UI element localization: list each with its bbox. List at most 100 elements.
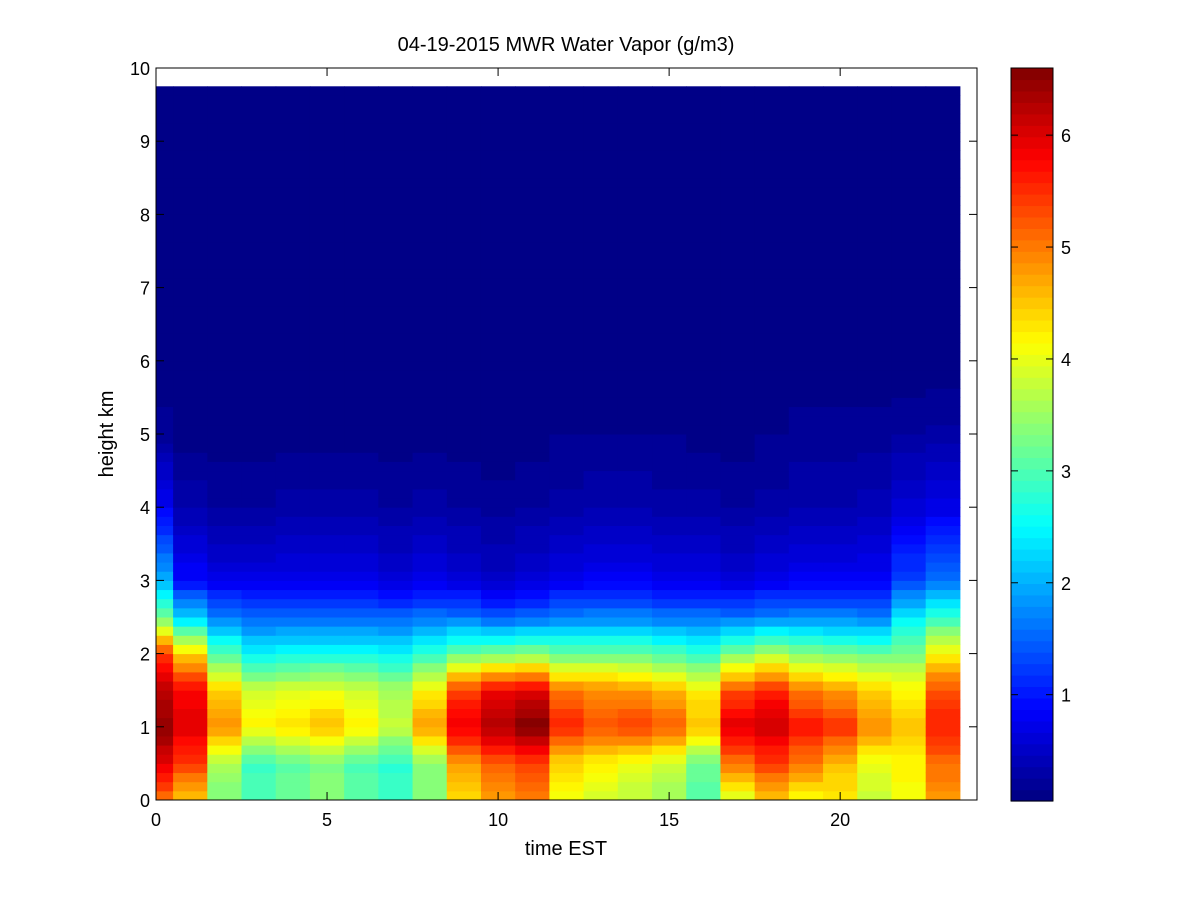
heatmap-cell	[241, 699, 277, 709]
heatmap-cell	[823, 470, 858, 481]
heatmap-cell	[275, 607, 311, 618]
heatmap-cell	[686, 177, 721, 188]
heatmap-cell	[309, 726, 345, 737]
heatmap-cell	[857, 488, 892, 499]
heatmap-cell	[156, 790, 174, 801]
heatmap-cell	[446, 644, 482, 655]
heatmap-cell	[857, 177, 892, 188]
heatmap-cell	[446, 379, 482, 389]
heatmap-cell	[275, 223, 311, 234]
heatmap-cell	[925, 543, 961, 554]
heatmap-cell	[617, 342, 653, 353]
heatmap-cell	[344, 745, 379, 755]
heatmap-cell	[515, 790, 550, 801]
heatmap-cell	[480, 443, 516, 453]
heatmap-cell	[720, 260, 756, 270]
heatmap-cell	[207, 598, 243, 609]
colorbar-segment	[1011, 171, 1053, 184]
heatmap-cell	[446, 461, 482, 472]
heatmap-cell	[788, 132, 824, 142]
heatmap-cell	[515, 653, 550, 664]
heatmap-cell	[156, 141, 174, 151]
heatmap-cell	[156, 662, 174, 673]
heatmap-cell	[652, 305, 687, 316]
heatmap-cell	[857, 772, 892, 783]
heatmap-cell	[156, 360, 174, 371]
heatmap-cell	[823, 745, 858, 755]
heatmap-cell	[515, 772, 550, 783]
heatmap-cell	[686, 122, 721, 133]
heatmap-cell	[344, 324, 379, 334]
heatmap-cell	[446, 141, 482, 151]
heatmap-cell	[378, 434, 414, 444]
heatmap-cell	[207, 790, 243, 801]
heatmap-cell	[156, 571, 174, 581]
heatmap-cell	[480, 315, 516, 325]
heatmap-cell	[583, 95, 619, 106]
heatmap-cell	[857, 360, 892, 371]
heatmap-cell	[891, 369, 927, 380]
heatmap-cell	[686, 626, 721, 636]
heatmap-cell	[173, 342, 208, 353]
heatmap-cell	[720, 251, 756, 261]
heatmap-cell	[720, 141, 756, 151]
heatmap-cell	[173, 388, 208, 398]
heatmap-cell	[173, 498, 208, 508]
heatmap-cell	[549, 589, 585, 600]
heatmap-cell	[446, 434, 482, 444]
colorbar-segment	[1011, 274, 1053, 287]
heatmap-cell	[857, 132, 892, 142]
heatmap-cell	[344, 617, 379, 627]
heatmap-cell	[480, 397, 516, 408]
heatmap-cell	[446, 269, 482, 279]
heatmap-cell	[583, 516, 619, 526]
heatmap-cell	[241, 735, 277, 746]
heatmap-cell	[652, 543, 687, 554]
heatmap-cell	[173, 269, 208, 279]
heatmap-cell	[241, 543, 277, 554]
heatmap-cell	[720, 333, 756, 343]
heatmap-cell	[720, 305, 756, 316]
heatmap-cell	[823, 552, 858, 563]
heatmap-cell	[378, 241, 414, 252]
heatmap-cell	[549, 214, 585, 225]
heatmap-cell	[686, 699, 721, 709]
heatmap-cell	[720, 534, 756, 545]
heatmap-cell	[309, 598, 345, 609]
heatmap-cell	[686, 241, 721, 252]
colorbar-segment	[1011, 239, 1053, 252]
heatmap-cell	[686, 607, 721, 618]
heatmap-cell	[788, 397, 824, 408]
heatmap-cell	[583, 571, 619, 581]
heatmap-cell	[857, 122, 892, 133]
heatmap-cell	[788, 360, 824, 371]
heatmap-cell	[549, 360, 585, 371]
heatmap-cell	[754, 388, 790, 398]
heatmap-cell	[344, 781, 379, 792]
heatmap-cell	[378, 626, 414, 636]
heatmap-cell	[754, 708, 790, 719]
heatmap-cell	[891, 406, 927, 417]
heatmap-cell	[207, 360, 243, 371]
heatmap-cell	[754, 635, 790, 645]
heatmap-cell	[823, 415, 858, 426]
heatmap-cell	[207, 534, 243, 545]
heatmap-cell	[344, 699, 379, 709]
heatmap-cell	[156, 177, 174, 188]
heatmap-cell	[515, 415, 550, 426]
heatmap-cell	[857, 662, 892, 673]
heatmap-cell	[446, 86, 482, 96]
heatmap-cells	[156, 86, 961, 801]
heatmap-cell	[173, 251, 208, 261]
heatmap-cell	[720, 214, 756, 225]
heatmap-cell	[446, 415, 482, 426]
heatmap-cell	[925, 315, 961, 325]
heatmap-cell	[583, 745, 619, 755]
heatmap-cell	[686, 726, 721, 737]
heatmap-cell	[617, 159, 653, 170]
heatmap-cell	[788, 571, 824, 581]
heatmap-cell	[652, 562, 687, 572]
heatmap-cell	[515, 598, 550, 609]
heatmap-cell	[583, 379, 619, 389]
heatmap-cell	[925, 333, 961, 343]
